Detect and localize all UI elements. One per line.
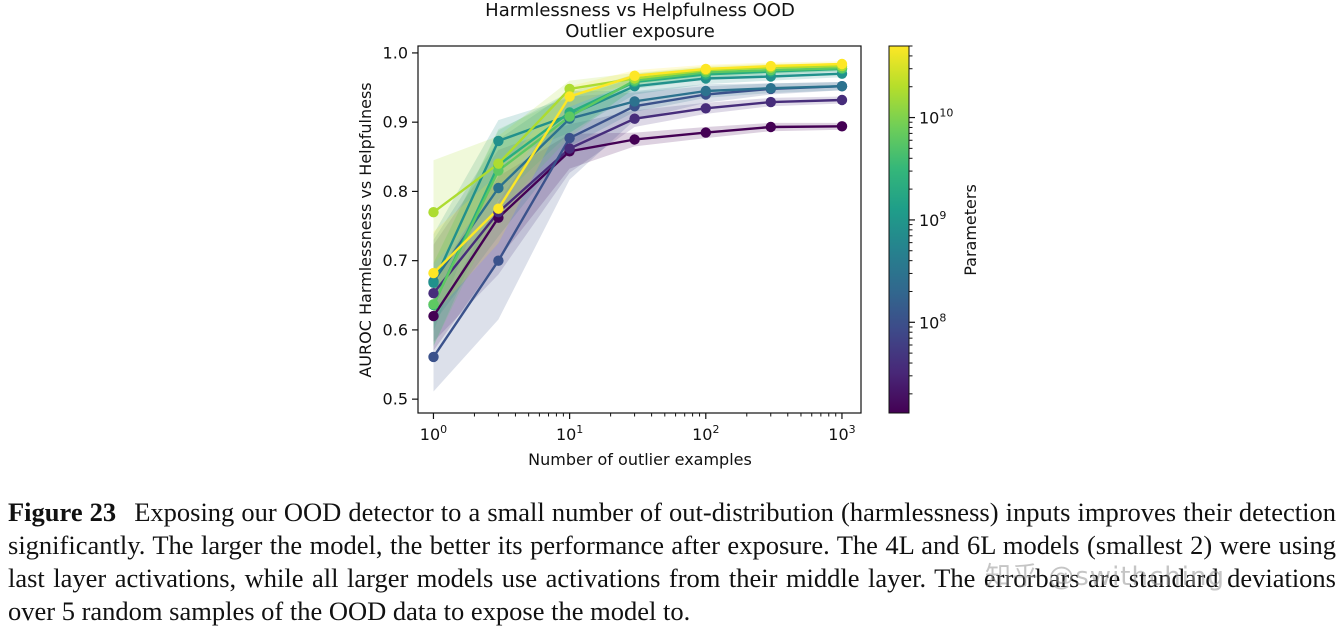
data-point-13M-30 <box>629 134 640 145</box>
data-point-42M-30 <box>629 113 640 124</box>
data-point-197M-1 <box>428 351 439 363</box>
chart-subtitle: Outlier exposure <box>565 21 715 42</box>
plot-frame <box>417 45 862 414</box>
error-band-42M <box>433 96 842 342</box>
x-tick-label: 103 <box>828 423 855 444</box>
error-band-13B <box>433 65 842 346</box>
data-point-810M-1000 <box>836 81 848 92</box>
error-band-197M <box>433 82 842 392</box>
data-point-52B-30 <box>629 70 640 82</box>
data-point-13M-100 <box>700 127 711 138</box>
error-band-22B <box>433 63 842 265</box>
colorbar-axis: 108 109 1010 <box>909 45 953 395</box>
series-points <box>428 58 848 363</box>
data-point-52B-1000 <box>836 58 848 70</box>
data-point-1.6B-1 <box>428 277 439 288</box>
error-band-52B <box>433 61 842 315</box>
colorbar-tick-label: 1010 <box>919 107 953 128</box>
y-axis-title: AUROC Harmlessness vs Helpfulness <box>356 82 375 377</box>
y-axis: 0.5 0.6 0.7 0.8 0.9 1.0 <box>383 43 418 409</box>
data-point-13B-1 <box>428 299 439 310</box>
y-tick-label: 0.9 <box>383 113 408 132</box>
data-point-42M-1 <box>428 288 439 299</box>
x-tick-label: 102 <box>692 423 719 444</box>
data-point-42M-100 <box>700 103 711 114</box>
caption-text: Exposing our OOD detector to a small num… <box>8 497 1336 626</box>
data-point-1.6B-3 <box>493 135 504 147</box>
figure-label: Figure 23 <box>8 497 117 527</box>
colorbar-tick-label: 109 <box>919 209 946 230</box>
data-point-22B-3 <box>493 158 504 169</box>
error-band-1.6B <box>433 70 842 332</box>
data-point-810M-100 <box>700 85 711 97</box>
data-point-52B-10 <box>564 91 575 102</box>
data-point-42M-300 <box>765 96 776 108</box>
y-tick-label: 0.6 <box>383 320 408 339</box>
x-tick-label: 101 <box>556 423 583 444</box>
y-tick-label: 0.5 <box>383 390 408 409</box>
chart: Harmlessness vs Helpfulness OOD Outlier … <box>356 0 980 469</box>
data-point-52B-100 <box>700 63 711 75</box>
data-point-13B-10 <box>564 111 575 122</box>
x-tick-label: 100 <box>420 423 447 444</box>
data-point-197M-3 <box>493 255 504 266</box>
data-point-197M-10 <box>564 132 575 144</box>
colorbar-title: Parameters <box>961 184 980 276</box>
data-point-22B-1 <box>428 207 439 218</box>
chart-title: Harmlessness vs Helpfulness OOD <box>485 0 795 21</box>
data-point-13M-300 <box>765 121 776 133</box>
figure-caption: Figure 23 Exposing our OOD detector to a … <box>8 496 1336 628</box>
data-point-810M-300 <box>765 83 776 94</box>
watermark: 知乎 @swithching <box>985 562 1225 592</box>
y-tick-label: 1.0 <box>383 43 408 62</box>
data-point-42M-10 <box>564 143 575 154</box>
colorbar <box>888 45 910 414</box>
data-point-13M-1 <box>428 310 439 322</box>
y-tick-label: 0.7 <box>383 251 408 270</box>
data-point-52B-1 <box>428 267 439 279</box>
data-point-810M-30 <box>629 96 640 107</box>
y-tick-label: 0.8 <box>383 182 408 201</box>
error-bands <box>433 61 842 392</box>
data-point-52B-300 <box>765 60 776 72</box>
data-point-42M-1000 <box>836 94 848 106</box>
data-point-22B-10 <box>564 83 575 95</box>
x-axis: 100 101 102 103 <box>420 413 856 444</box>
colorbar-tick-label: 108 <box>919 311 946 332</box>
data-point-13M-1000 <box>836 121 848 132</box>
data-point-810M-3 <box>493 182 504 194</box>
data-point-52B-3 <box>493 203 504 214</box>
x-axis-title: Number of outlier examples <box>528 450 752 469</box>
